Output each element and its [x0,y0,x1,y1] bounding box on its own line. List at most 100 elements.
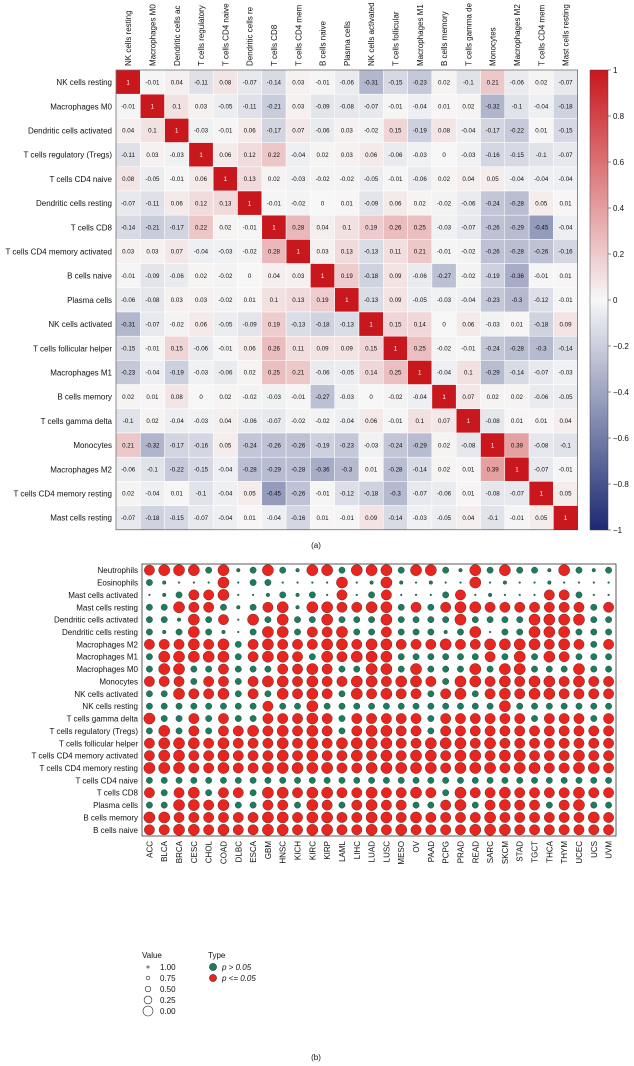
dotplot-point [573,601,585,613]
dotplot-point [603,812,614,823]
heatmap-cell [358,505,384,531]
dotplot-point [217,737,230,750]
heatmap-cell-value: -0.06 [437,491,452,498]
dotplot-point [173,737,185,750]
heatmap-col-label: T cells CD4 naive [221,3,230,66]
dotplot-point [395,812,407,823]
dotplot-point [306,601,319,614]
dotplot-point [499,824,511,836]
colorbar-tick-label: −0.4 [613,388,629,397]
heatmap-cell-value: -0.01 [510,515,525,522]
dotplot-col-label: PRAD [456,841,465,863]
heatmap-cell-value: -0.01 [243,225,258,232]
dotplot-point [573,639,585,650]
heatmap-cell-value: -0.17 [486,128,501,135]
dotplot-point [410,749,422,762]
heatmap-cell [237,190,263,216]
heatmap-cell-value: 0.03 [317,249,330,256]
dotplot-point [276,650,289,663]
heatmap-cell-value: -0.14 [121,225,136,232]
dotplot-point [351,799,363,811]
dotplot-col-label: HNSC [279,841,288,864]
dotplot-point [236,568,241,573]
dotplot-point [547,580,552,585]
heatmap-cell-value: -0.07 [267,418,282,425]
dotplot-point [294,616,301,623]
heatmap-cell-value: 0.01 [511,418,524,425]
heatmap-cell-value: 0.02 [146,418,159,425]
heatmap-cell-value: 0.03 [292,79,305,86]
dotplot-point [203,762,215,774]
heatmap-cell-value: -0.1 [512,104,523,111]
dotplot-point [279,591,287,599]
heatmap-cell [261,93,287,119]
heatmap-cell-value: -0.1 [487,515,498,522]
dotplot-point [173,787,185,799]
dotplot-point [588,676,600,687]
heatmap-cell [455,287,481,313]
dotplot-point [410,601,422,613]
heatmap-cell [504,287,530,313]
dotplot-point [353,702,361,710]
dotplot-point [321,811,333,824]
heatmap-cell-value: 0.06 [195,321,208,328]
heatmap-cell [140,239,165,264]
dotplot-col-label: ESCA [249,840,258,862]
dotplot-point [573,812,585,823]
heatmap-cell [115,190,141,216]
dotplot-point [605,616,612,623]
heatmap-cell [285,505,311,531]
heatmap-cell-value: 0.02 [462,104,475,111]
heatmap-cell-value: -0.11 [243,104,257,111]
heatmap-cell-value: 0.01 [560,200,573,207]
heatmap-cell-value: -0.24 [486,200,501,207]
heatmap-cell [261,239,287,264]
heatmap-cell [212,287,238,313]
dotplot-point [558,651,570,663]
colorbar-tick-label: −1 [613,526,623,535]
dotplot-point [276,601,289,614]
dotplot-point [353,665,361,673]
dotplot-point [458,568,463,573]
dotplot-point [514,676,526,687]
heatmap-cell [553,93,578,119]
heatmap-cell-value: -0.08 [461,442,476,449]
dotplot-point [543,713,555,724]
heatmap-cell [480,408,506,434]
dotplot-point [236,605,241,610]
dotplot-point [308,616,316,623]
dotplot-point [573,713,585,724]
heatmap-cell [480,481,506,506]
heatmap-cell-value: 0.05 [535,515,548,522]
colorbar-tick-label: 0.8 [613,112,625,121]
heatmap-cell-value: -0.06 [340,79,355,86]
dotplot-point [603,601,614,613]
heatmap-cell [528,190,554,216]
heatmap-cell-value: -0.29 [486,370,501,377]
heatmap-cell-value: -0.21 [145,225,160,232]
heatmap-cell [455,263,481,289]
heatmap-cell-value: 0.22 [195,225,208,232]
dotplot-point [336,676,348,687]
heatmap-cell [334,335,360,361]
dotplot-point [306,762,319,774]
heatmap-cell-value: -0.06 [121,297,136,304]
dotplot-point [234,678,242,685]
heatmap-cell [455,166,481,192]
heatmap-cell [528,118,554,143]
heatmap-cell [261,287,287,313]
heatmap-cell [383,384,408,410]
dotplot-point [381,713,392,724]
dotplot-point [531,665,538,673]
heatmap-cell-value: -0.01 [170,176,185,183]
heatmap-cell-value: -0.07 [558,79,573,86]
heatmap-cell [310,408,335,434]
dotplot-row-label: Monocytes [99,677,138,686]
colorbar-tick-label: −0.8 [613,480,629,489]
heatmap-cell-value: -0.14 [413,467,428,474]
dotplot-point [558,613,570,626]
dotplot-row-label: NK cells activated [74,690,138,699]
heatmap-cell-value: -0.02 [315,176,330,183]
heatmap-cell-value: -0.15 [510,152,525,159]
dotplot-row-label: T cells CD4 naive [75,776,138,785]
